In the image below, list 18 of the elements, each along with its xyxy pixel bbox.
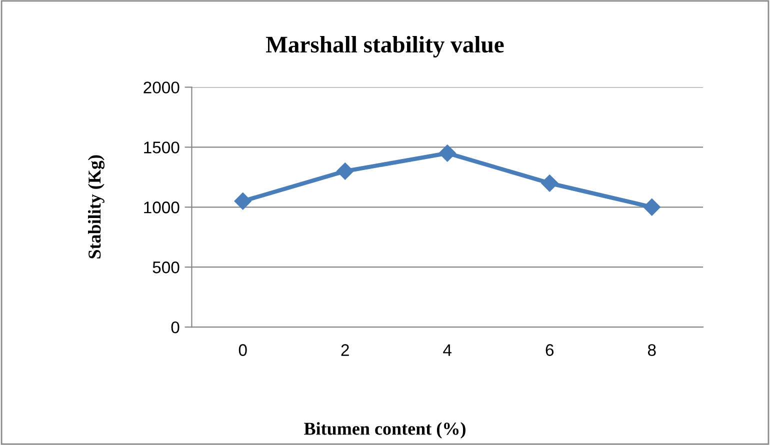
x-tick-label: 8 [648,344,656,356]
chart-title: Marshall stability value [266,36,504,58]
y-tick-label: 0 [171,321,180,334]
x-tick-label: 6 [546,344,554,356]
x-tick-label: 0 [238,344,247,356]
point [438,144,456,162]
x-tick-label: 4 [443,344,452,356]
y-tick-label: 1500 [144,142,180,154]
y-tick-label: 2000 [144,82,180,94]
x-tick-label: 2 [341,344,349,356]
point [541,174,558,192]
x-axis-title: Bitumen content (%) [304,422,466,438]
point [643,198,660,216]
point [336,162,354,180]
y-tick-label: 500 [152,262,180,274]
y-axis-title: Stability (Kg) [88,155,105,258]
y-tick-label: 1000 [144,202,180,214]
point [234,192,252,210]
